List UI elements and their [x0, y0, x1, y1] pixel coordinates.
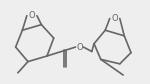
- Text: O: O: [28, 11, 35, 20]
- Text: O: O: [111, 14, 118, 23]
- Text: O: O: [76, 43, 83, 52]
